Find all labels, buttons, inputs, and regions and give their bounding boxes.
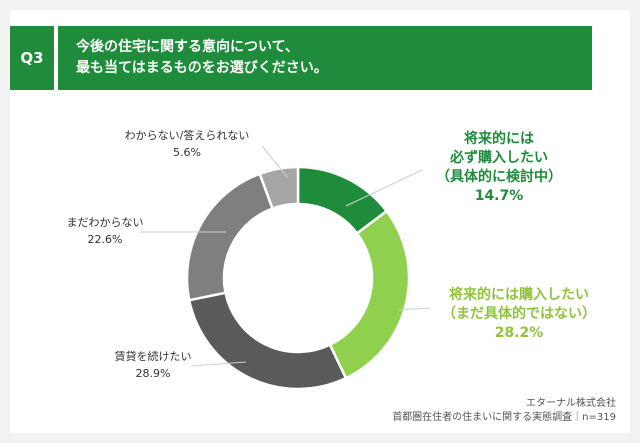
label-must-buy-line3: （具体的に検討中） — [436, 169, 562, 185]
slice-undecided — [185, 172, 275, 302]
footer-company: エターナル株式会社 — [526, 398, 616, 409]
label-want-buy-line2: （まだ具体的ではない） — [442, 306, 596, 322]
label-no-answer-line1: わからない/答えられない — [124, 129, 250, 142]
leader-line-s2 — [191, 361, 247, 367]
leader-line-s0 — [345, 169, 423, 207]
question-title-line1: 今後の住宅に関する意向について、 — [76, 39, 299, 55]
label-must-buy-line2: 必ず購入したい — [450, 150, 548, 166]
footer-survey: 首都圏在住者の住まいに関する実態調査｜n=319 — [392, 412, 616, 423]
label-rent-pct: 28.9% — [135, 367, 171, 380]
label-want-buy-line1: 将来的には購入したい — [449, 287, 589, 303]
label-no-answer-pct: 5.6% — [173, 146, 201, 159]
slice-want-buy — [328, 209, 411, 380]
label-must-buy-line1: 将来的には — [464, 131, 534, 147]
question-title-line2: 最も当てはまるものをお選びください。 — [76, 60, 328, 76]
leader-lines — [140, 145, 431, 367]
card: Q3 今後の住宅に関する意向について、 最も当てはまるものをお選びください。 将… — [10, 10, 630, 433]
label-want-buy: 将来的には購入したい （まだ具体的ではない） 28.2% — [414, 286, 624, 343]
label-must-buy-pct: 14.7% — [474, 188, 524, 204]
footer: エターナル株式会社 首都圏在住者の住まいに関する実態調査｜n=319 — [392, 397, 616, 425]
label-undecided-pct: 22.6% — [87, 233, 123, 246]
label-rent-line1: 賃貸を続けたい — [114, 350, 192, 363]
label-rent: 賃貸を続けたい 28.9% — [98, 348, 208, 382]
slice-rent — [187, 291, 348, 391]
slice-no-answer — [258, 165, 300, 211]
label-must-buy: 将来的には 必ず購入したい （具体的に検討中） 14.7% — [414, 130, 584, 206]
question-badge: Q3 — [10, 26, 54, 90]
label-undecided-line1: まだわからない — [66, 216, 144, 229]
label-undecided: まだわからない 22.6% — [50, 214, 160, 248]
donut-chart — [140, 145, 431, 391]
label-no-answer: わからない/答えられない 5.6% — [112, 127, 262, 161]
question-title: 今後の住宅に関する意向について、 最も当てはまるものをお選びください。 — [58, 26, 592, 90]
leader-line-s1 — [397, 307, 431, 311]
label-want-buy-pct: 28.2% — [494, 325, 544, 341]
donut-slices — [185, 165, 411, 391]
leader-line-s4 — [261, 145, 289, 179]
